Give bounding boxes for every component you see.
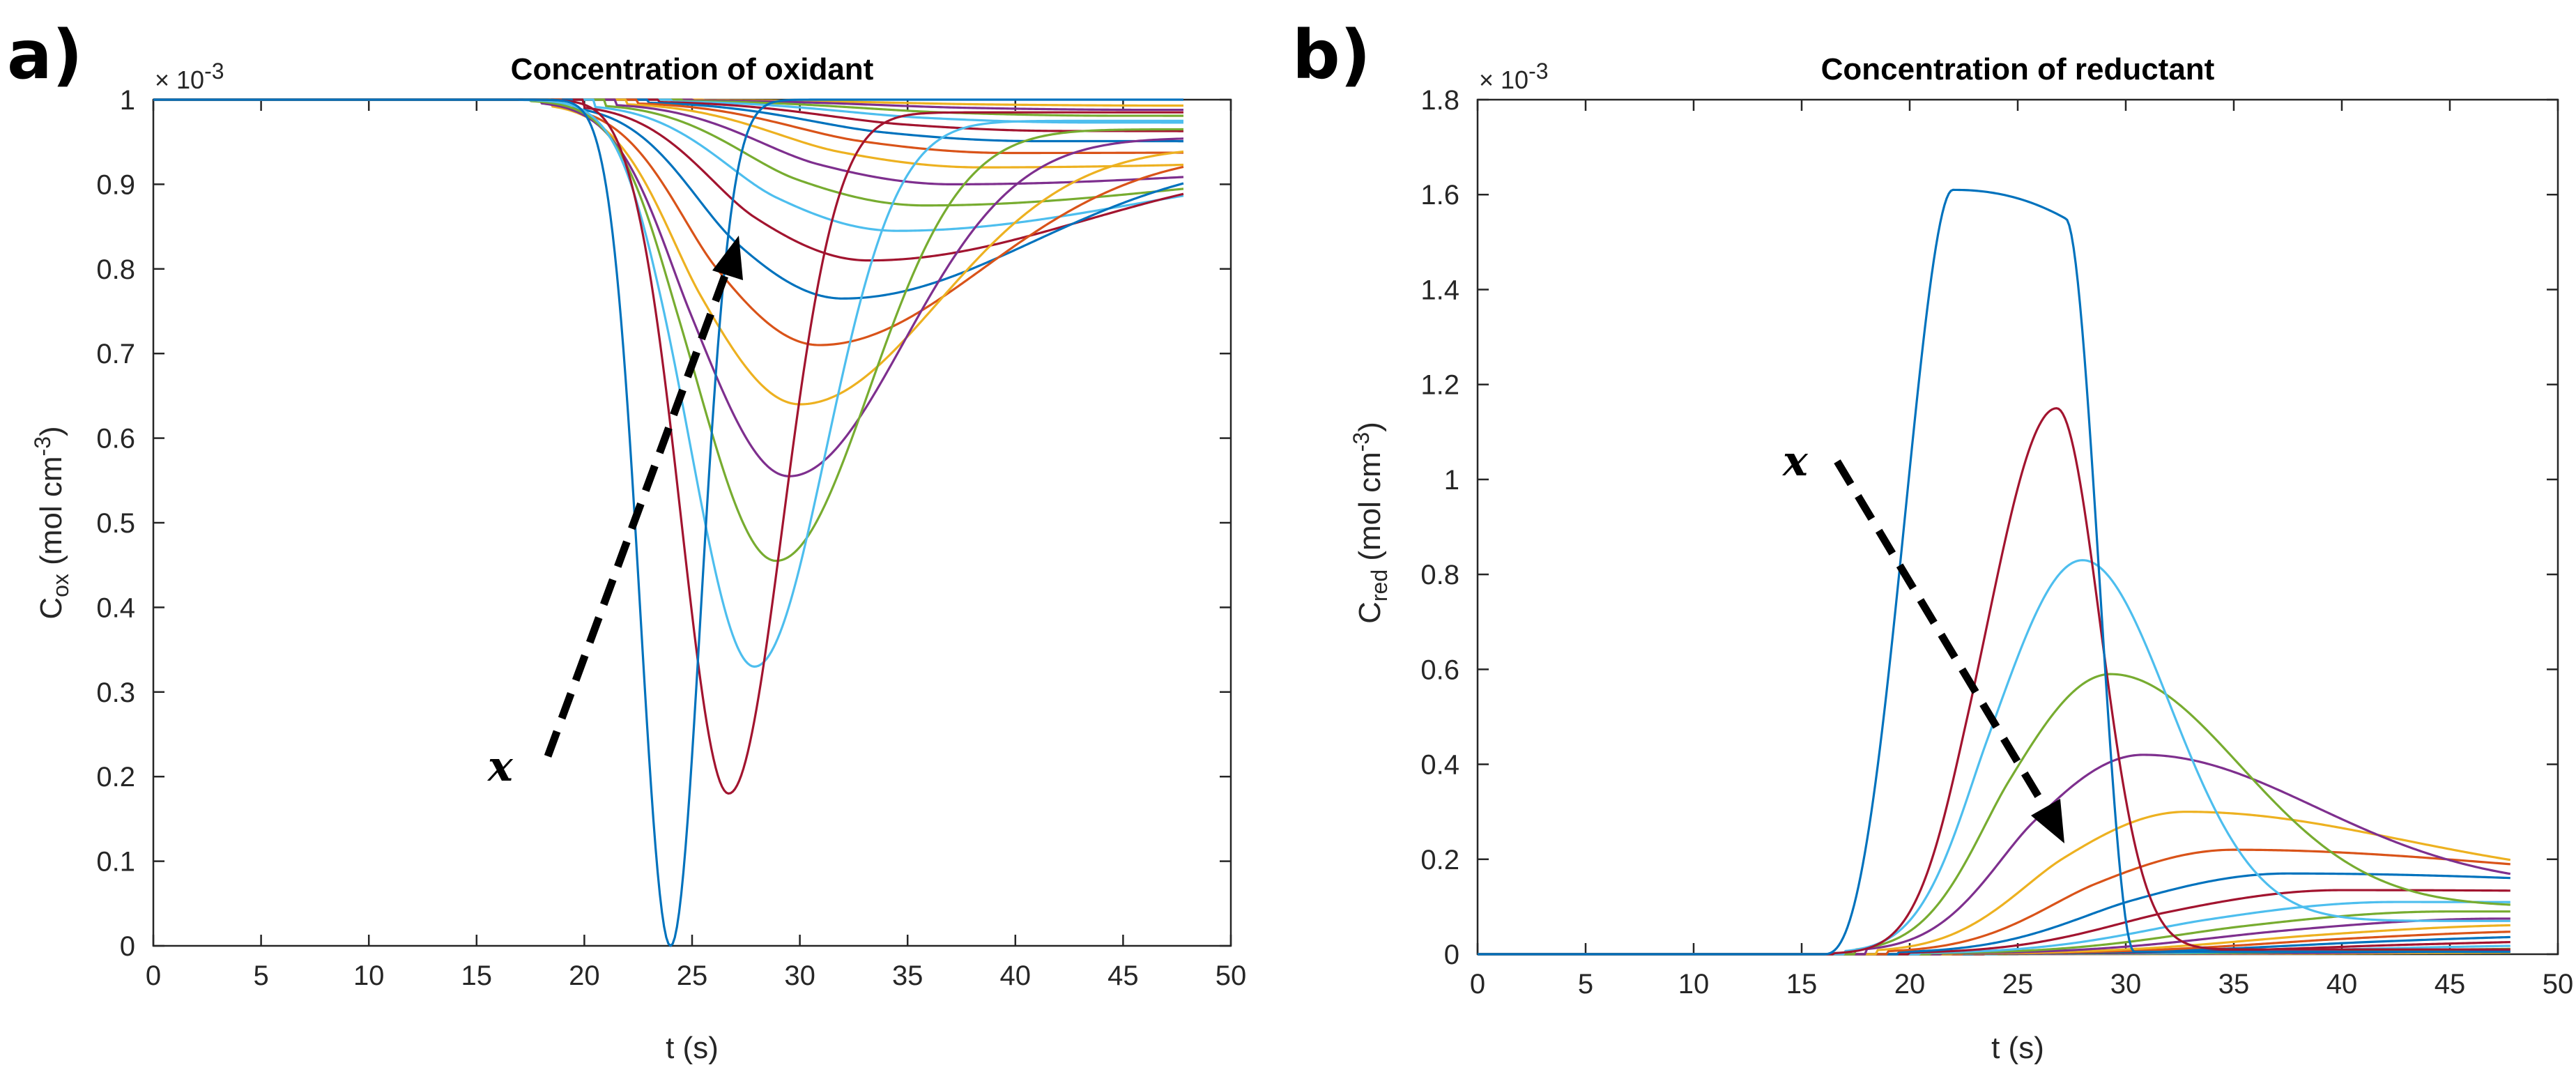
panel-b-y-exponent-power: -3 <box>1528 59 1548 84</box>
panel-b-y-label-unit: (mol cm <box>1353 452 1387 569</box>
panel-b-x-label: t (s) <box>1991 1031 2044 1065</box>
y-tick-label: 0.1 <box>96 847 135 878</box>
y-tick-label: 1.8 <box>1420 85 1459 116</box>
panel-a-dashed-arrow <box>544 265 733 758</box>
series-line-x1 <box>1478 188 2510 956</box>
panel-b-y-exponent-base: × 10 <box>1479 66 1528 94</box>
y-tick-label: 1 <box>120 85 135 116</box>
panel-b-arrow-annotation: x <box>1781 437 2064 843</box>
panel-b-x-annotation: x <box>1781 437 1809 486</box>
y-tick-label: 0.7 <box>96 339 135 369</box>
series-line-x1 <box>153 98 1183 947</box>
panel-a-plot-area <box>152 98 1232 947</box>
x-tick-label: 45 <box>1107 960 1139 991</box>
y-tick-label: 0.2 <box>1420 845 1459 875</box>
x-tick-label: 40 <box>1000 960 1032 991</box>
panel-b-letter: b) <box>1292 16 1371 94</box>
y-tick-label: 0.6 <box>1420 654 1459 685</box>
x-tick-label: 15 <box>1786 969 1818 1000</box>
panel-b-title: Concentration of reductant <box>1821 52 2215 86</box>
panel-a-series <box>153 98 1184 947</box>
x-tick-label: 5 <box>1578 969 1593 1000</box>
panel-b-y-label-close: ) <box>1353 422 1387 432</box>
panel-a-y-label-sup: -3 <box>30 436 55 456</box>
panel-a-y-ticks: 0 0.1 0.2 0.3 0.4 0.5 0.6 0.7 0.8 0.9 1 <box>96 85 1231 962</box>
panel-b-dashed-arrow <box>1834 459 2051 814</box>
panel-a-x-annotation: x <box>486 742 514 791</box>
x-tick-label: 20 <box>1894 969 1926 1000</box>
x-tick-label: 45 <box>2435 969 2466 1000</box>
y-tick-label: 0.9 <box>96 169 135 200</box>
y-tick-label: 0.2 <box>96 762 135 792</box>
x-tick-label: 35 <box>892 960 923 991</box>
panel-b-y-ticks: 0 0.2 0.4 0.6 0.8 1 1.2 1.4 1.6 1.8 <box>1420 85 2558 970</box>
x-tick-label: 15 <box>461 960 493 991</box>
x-tick-label: 5 <box>253 960 268 991</box>
y-tick-label: 0 <box>120 931 135 962</box>
panel-b-x-ticks: 0 5 10 15 20 25 30 35 40 45 50 <box>1470 100 2573 1000</box>
panel-a-y-label-unit: (mol cm <box>34 456 68 574</box>
y-tick-label: 1.2 <box>1420 370 1459 401</box>
panel-a-x-label: t (s) <box>666 1031 719 1065</box>
x-tick-label: 0 <box>1470 969 1485 1000</box>
x-tick-label: 50 <box>2543 969 2574 1000</box>
panel-a-arrow-annotation: x <box>486 236 743 791</box>
panel-b-plot-area <box>1476 98 2559 956</box>
panel-a-y-label-sub: ox <box>48 574 73 597</box>
x-tick-label: 50 <box>1216 960 1247 991</box>
panel-b-y-label: Cred (mol cm-3) <box>1349 422 1392 624</box>
panel-a-y-exponent-base: × 10 <box>155 66 204 94</box>
x-tick-label: 40 <box>2326 969 2358 1000</box>
panel-b-y-label-main: C <box>1353 602 1387 624</box>
x-tick-label: 25 <box>677 960 708 991</box>
y-tick-label: 0.4 <box>96 592 135 623</box>
y-tick-label: 0.8 <box>96 254 135 285</box>
panel-a-y-exponent-power: -3 <box>204 59 224 84</box>
x-tick-label: 20 <box>569 960 600 991</box>
panel-a-y-label-close: ) <box>34 426 68 436</box>
x-tick-label: 10 <box>353 960 385 991</box>
x-tick-label: 25 <box>2002 969 2034 1000</box>
panel-b-y-label-sub: red <box>1367 569 1392 602</box>
y-tick-label: 0.6 <box>96 424 135 454</box>
panel-a-arrowhead <box>712 236 743 280</box>
panel-a-y-exponent: × 10-3 <box>155 59 224 94</box>
panel-a-x-ticks: 0 5 10 15 20 25 30 35 40 45 50 <box>146 100 1246 991</box>
x-tick-label: 10 <box>1678 969 1710 1000</box>
x-tick-label: 0 <box>146 960 161 991</box>
x-tick-label: 30 <box>2110 969 2142 1000</box>
y-tick-label: 0.8 <box>1420 560 1459 590</box>
x-tick-label: 35 <box>2218 969 2250 1000</box>
y-tick-label: 1 <box>1444 465 1459 496</box>
panel-a: a) Concentration of oxidant × 10-3 0 5 10 1… <box>7 16 1246 1065</box>
x-tick-label: 30 <box>784 960 815 991</box>
y-tick-label: 0.3 <box>96 677 135 708</box>
y-tick-label: 0.4 <box>1420 750 1459 781</box>
y-tick-label: 0.5 <box>96 508 135 539</box>
panel-b-y-exponent: × 10-3 <box>1479 59 1549 94</box>
panel-a-letter: a) <box>7 16 83 94</box>
panel-a-y-label: Cox (mol cm-3) <box>30 426 73 619</box>
panel-b-arrowhead <box>2031 799 2064 843</box>
panel-b-y-label-sup: -3 <box>1349 432 1374 452</box>
y-tick-label: 1.4 <box>1420 275 1459 305</box>
y-tick-label: 1.6 <box>1420 180 1459 210</box>
panel-a-y-label-main: C <box>34 597 68 620</box>
panel-a-title: Concentration of oxidant <box>511 52 874 86</box>
y-tick-label: 0 <box>1444 940 1459 970</box>
